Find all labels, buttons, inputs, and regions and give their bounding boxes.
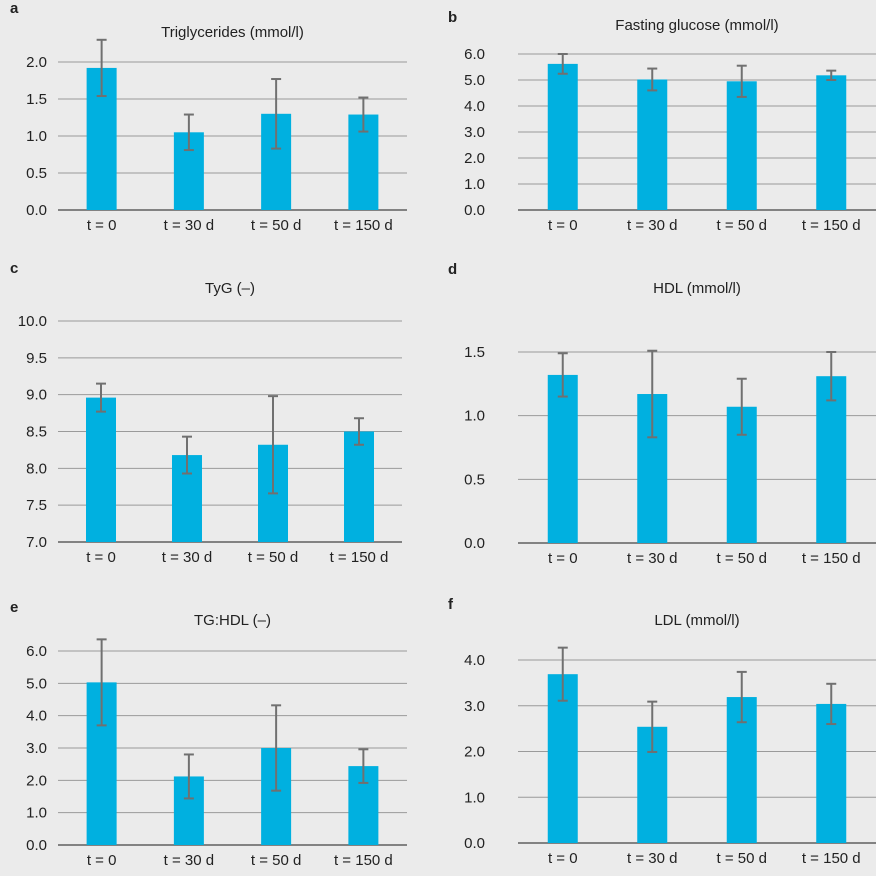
panel-letter: f	[448, 596, 454, 613]
panel-e: e TG:HDL (–) 0.0 1.0 2.0 3.0 4.0 5.0 6.0 t = 0 t =…	[10, 599, 407, 869]
x-category-label: t = 30 d	[164, 852, 214, 869]
y-tick-label: 0.0	[464, 835, 485, 852]
panel-a: a Triglycerides (mmol/l) 0.0 0.5 1.0 1.5 2.0 t …	[10, 0, 407, 234]
y-tick-label: 0.5	[464, 471, 485, 488]
x-category-label: t = 150 d	[802, 550, 861, 567]
y-tick-label: 6.0	[26, 643, 47, 660]
chart-title: TyG (–)	[205, 280, 255, 297]
y-tick-label: 5.0	[26, 675, 47, 692]
y-tick-label: 2.0	[464, 744, 485, 761]
x-category-label: t = 0	[548, 550, 578, 567]
bar	[547, 674, 578, 843]
panel-letter: b	[448, 9, 457, 26]
x-category-label: t = 30 d	[627, 850, 677, 867]
y-tick-label: 2.0	[464, 150, 485, 167]
y-tick-label: 1.5	[464, 344, 485, 361]
x-category-label: t = 0	[86, 549, 116, 566]
x-category-label: t = 30 d	[162, 549, 212, 566]
panel-f: f LDL (mmol/l) 0.0 1.0 2.0 3.0 4.0 t = 0 t = 30 …	[448, 596, 876, 867]
bar	[816, 75, 847, 210]
x-category-label: t = 30 d	[627, 217, 677, 234]
y-tick-label: 0.0	[26, 202, 47, 219]
y-tick-label: 3.0	[26, 740, 47, 757]
y-tick-label: 8.0	[26, 460, 47, 477]
bar	[344, 431, 374, 542]
panel-letter: e	[10, 599, 18, 616]
y-tick-label: 8.5	[26, 424, 47, 441]
x-category-label: t = 150 d	[334, 852, 393, 869]
y-tick-label: 0.0	[26, 837, 47, 854]
y-tick-label: 2.0	[26, 54, 47, 71]
x-category-label: t = 50 d	[717, 550, 767, 567]
chart-title: LDL (mmol/l)	[654, 612, 739, 629]
y-tick-label: 9.5	[26, 350, 47, 367]
x-category-label: t = 50 d	[251, 217, 301, 234]
y-tick-label: 4.0	[464, 98, 485, 115]
y-tick-label: 1.5	[26, 91, 47, 108]
x-category-label: t = 0	[87, 852, 117, 869]
x-category-label: t = 150 d	[330, 549, 389, 566]
x-category-label: t = 50 d	[248, 549, 298, 566]
panel-letter: c	[10, 260, 18, 277]
x-category-label: t = 30 d	[164, 217, 214, 234]
y-tick-label: 5.0	[464, 72, 485, 89]
x-category-label: t = 0	[548, 850, 578, 867]
y-tick-label: 1.0	[464, 176, 485, 193]
y-tick-label: 10.0	[18, 313, 47, 330]
panel-letter: a	[10, 0, 19, 17]
x-category-label: t = 150 d	[802, 850, 861, 867]
bar	[726, 81, 757, 210]
panel-c: c TyG (–) 7.0 7.5 8.0 8.5 9.0 9.5 10.0 t = 0 t = 3…	[10, 260, 402, 566]
panel-letter: d	[448, 261, 457, 278]
y-tick-label: 9.0	[26, 387, 47, 404]
bar	[637, 79, 668, 210]
x-category-label: t = 50 d	[717, 850, 767, 867]
bar	[86, 397, 116, 542]
panel-b: b Fasting glucose (mmol/l) 0.0 1.0 2.0 3.0 4.0…	[448, 9, 876, 234]
y-tick-label: 1.0	[464, 408, 485, 425]
chart-title: HDL (mmol/l)	[653, 280, 741, 297]
y-tick-label: 1.0	[464, 789, 485, 806]
y-tick-label: 6.0	[464, 46, 485, 63]
x-category-label: t = 50 d	[717, 217, 767, 234]
panel-d: d HDL (mmol/l) 0.0 0.5 1.0 1.5 t = 0 t = 30 d t …	[448, 261, 876, 567]
y-tick-label: 1.0	[26, 128, 47, 145]
x-category-label: t = 0	[87, 217, 117, 234]
chart-title: Triglycerides (mmol/l)	[161, 24, 304, 41]
x-category-label: t = 150 d	[802, 217, 861, 234]
x-category-label: t = 30 d	[627, 550, 677, 567]
x-category-label: t = 50 d	[251, 852, 301, 869]
bar	[547, 63, 578, 210]
chart-title: TG:HDL (–)	[194, 612, 271, 629]
y-tick-label: 3.0	[464, 698, 485, 715]
y-tick-label: 1.0	[26, 805, 47, 822]
y-tick-label: 0.0	[464, 202, 485, 219]
x-category-label: t = 0	[548, 217, 578, 234]
bar	[816, 376, 847, 543]
y-tick-label: 7.5	[26, 497, 47, 514]
y-tick-label: 3.0	[464, 124, 485, 141]
chart-title: Fasting glucose (mmol/l)	[615, 17, 778, 34]
y-tick-label: 0.5	[26, 165, 47, 182]
x-category-label: t = 150 d	[334, 217, 393, 234]
bar	[816, 703, 847, 843]
y-tick-label: 4.0	[464, 652, 485, 669]
y-tick-label: 0.0	[464, 535, 485, 552]
y-tick-label: 7.0	[26, 534, 47, 551]
y-tick-label: 2.0	[26, 772, 47, 789]
y-tick-label: 4.0	[26, 708, 47, 725]
bar	[547, 374, 578, 543]
